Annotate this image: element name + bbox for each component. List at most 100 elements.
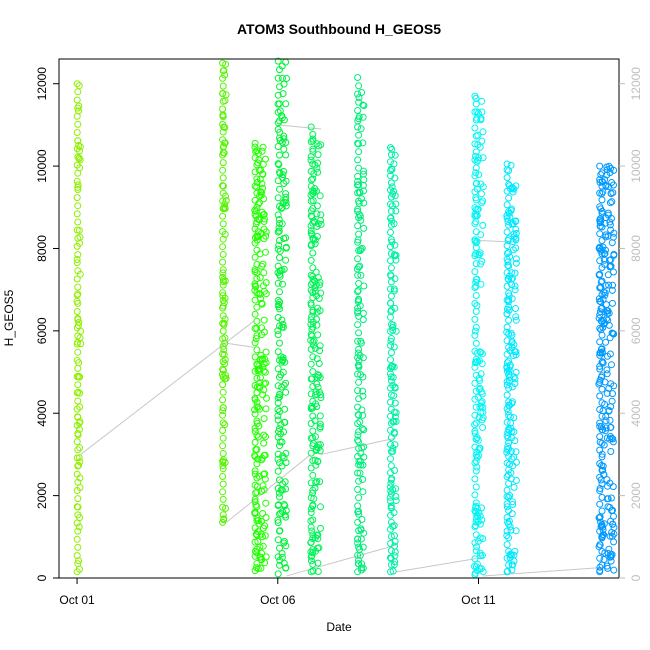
data-point [276, 510, 283, 518]
data-point [511, 286, 519, 294]
data-point [358, 244, 366, 252]
data-point [608, 286, 616, 294]
data-point [512, 316, 520, 324]
data-points [73, 57, 618, 579]
data-point [316, 347, 324, 355]
data-point [276, 493, 283, 501]
data-point [598, 345, 606, 353]
data-point [391, 304, 399, 312]
data-point [610, 181, 617, 189]
data-point [596, 419, 604, 427]
data-point [314, 535, 322, 543]
data-point [503, 255, 511, 263]
data-point [276, 339, 283, 347]
flight-series-2 [218, 59, 230, 526]
plot-frame [58, 58, 620, 579]
data-point [253, 204, 261, 211]
data-point [355, 197, 363, 205]
data-point [314, 151, 322, 159]
data-point [505, 235, 513, 243]
data-point [359, 181, 367, 189]
data-point [219, 120, 227, 128]
data-point [392, 418, 400, 425]
data-point [282, 193, 290, 201]
x-tick-label: Oct 11 [461, 593, 496, 607]
data-point [503, 310, 511, 318]
data-point [604, 564, 612, 572]
data-point [512, 244, 520, 252]
data-point [253, 147, 261, 155]
data-point [512, 225, 520, 233]
data-point [479, 183, 487, 191]
data-point [219, 166, 227, 174]
flight-series-9 [503, 160, 520, 576]
data-point [309, 560, 317, 568]
data-point [253, 417, 261, 425]
data-point [274, 450, 282, 458]
data-point [595, 271, 603, 279]
data-point [360, 224, 368, 232]
data-point [387, 172, 394, 180]
data-point [472, 515, 480, 523]
data-point [74, 381, 82, 389]
data-point [596, 406, 604, 413]
data-point [471, 284, 479, 291]
data-point [73, 568, 81, 576]
data-point [387, 285, 394, 293]
data-point [307, 449, 315, 457]
data-point [73, 291, 81, 299]
data-point [258, 208, 266, 216]
data-point [316, 478, 324, 486]
data-point [354, 518, 362, 526]
data-point [471, 363, 479, 371]
data-point [251, 467, 259, 475]
data-point [596, 189, 604, 197]
data-point [307, 538, 315, 546]
data-point [311, 240, 319, 248]
data-point [355, 457, 363, 465]
data-point [274, 484, 282, 492]
data-point [387, 469, 394, 477]
data-point [471, 523, 479, 531]
data-point [503, 391, 511, 399]
data-point [598, 250, 606, 258]
data-point [391, 441, 399, 449]
data-point [219, 442, 227, 450]
data-point [602, 281, 609, 289]
data-point [387, 419, 395, 427]
data-point [508, 339, 516, 347]
right-tick-label: 6000 [629, 317, 643, 344]
data-point [471, 491, 479, 499]
data-point [472, 547, 480, 555]
data-point [596, 365, 604, 373]
data-point [478, 416, 486, 424]
data-point [307, 494, 315, 502]
data-point [387, 384, 394, 392]
data-point [251, 567, 259, 575]
data-point [598, 399, 606, 407]
data-point [477, 402, 485, 410]
data-point [471, 327, 479, 335]
data-point [503, 418, 511, 426]
data-point [314, 331, 322, 339]
right-tick-label: 10000 [629, 149, 643, 183]
data-point [503, 201, 511, 209]
data-point [221, 205, 229, 212]
data-point [309, 397, 317, 405]
data-point [390, 285, 398, 293]
data-point [261, 475, 269, 483]
data-point [74, 560, 82, 568]
data-point [307, 227, 315, 235]
data-point [222, 91, 230, 99]
data-point [392, 207, 400, 215]
data-point [503, 503, 511, 511]
data-point [354, 321, 362, 329]
data-point [307, 197, 315, 205]
data-point [219, 350, 227, 358]
data-point [476, 445, 484, 452]
data-point [258, 456, 266, 464]
data-point [476, 249, 484, 257]
data-point [357, 337, 365, 345]
data-point [475, 171, 483, 179]
